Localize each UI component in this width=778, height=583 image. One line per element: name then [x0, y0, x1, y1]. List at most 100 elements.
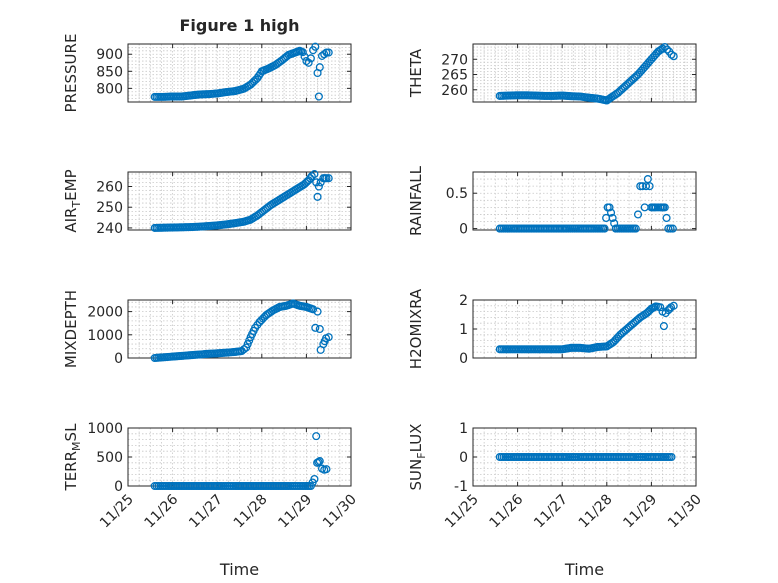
marker-group [150, 170, 333, 232]
y-axis-label: RAINFALL [407, 165, 425, 236]
y-tick-label: 0 [459, 450, 468, 466]
data-point [668, 224, 677, 233]
data-point [306, 174, 315, 183]
subplot-mixdepth: 0 1000 2000 MIXDEPTH [62, 290, 352, 368]
x-axis-label: Time [564, 560, 604, 579]
axes-frame [127, 171, 352, 231]
marker-group [150, 432, 331, 491]
data-point [322, 174, 331, 183]
x-tick-label: 11/27 [531, 492, 571, 532]
data-point [669, 301, 678, 310]
marker-group [495, 175, 677, 233]
x-tick-label: 11/25 [442, 492, 482, 532]
x-tick-label: 11/30 [665, 492, 705, 532]
data-point [313, 192, 322, 201]
x-tick-label: 11/26 [142, 491, 182, 531]
data-point [662, 213, 671, 223]
y-tick-label: 1 [459, 322, 468, 338]
y-axis-label: MIXDEPTH [62, 290, 80, 368]
data-point [631, 224, 640, 233]
y-tick-label: 0 [459, 351, 468, 367]
data-point [636, 182, 645, 191]
y-tick-label: 1000 [87, 421, 123, 437]
y-tick-label: 0 [114, 479, 123, 495]
y-tick-label: 0.5 [446, 186, 468, 202]
x-tick-label: 11/27 [186, 492, 226, 532]
subplot-h2omixra: 0 1 2 H2OMIXRA [407, 288, 697, 369]
data-point [664, 224, 673, 233]
y-tick-label: 850 [96, 64, 123, 80]
data-point [312, 178, 321, 187]
subplot-rainfall: 0 0.5 RAINFALL [407, 165, 697, 238]
data-point [633, 210, 643, 219]
data-point [315, 324, 324, 334]
y-tick-label: 240 [96, 221, 123, 237]
data-point [311, 323, 320, 332]
y-tick-label: 0 [114, 351, 123, 367]
y-axis-label: H2OMIXRA [407, 288, 425, 369]
data-point [322, 48, 331, 57]
x-tick-label: 11/30 [320, 492, 360, 532]
axes-frame [472, 43, 697, 103]
axes-frame [127, 299, 352, 359]
x-tick-label: 11/25 [97, 492, 137, 532]
x-tick-label: 11/29 [620, 492, 660, 532]
x-tick-label: 11/28 [576, 492, 616, 532]
data-point [315, 63, 324, 72]
data-point [306, 54, 315, 63]
data-point [313, 307, 322, 316]
data-point [316, 178, 325, 187]
y-axis-label: PRESSURE [62, 34, 80, 113]
y-tick-label: 260 [96, 180, 123, 196]
y-tick-label: 900 [96, 47, 123, 63]
x-tick-label: 11/29 [275, 492, 315, 532]
x-axis-label: Time [219, 560, 259, 579]
data-point [314, 182, 323, 191]
data-point [645, 182, 654, 191]
data-point [322, 465, 331, 474]
y-tick-label: 265 [441, 68, 468, 84]
data-point [239, 345, 249, 354]
subplot-terr: 0 500 1000 11/25 11/26 11/27 11/28 11/29 11/30 Ti… [62, 421, 360, 579]
data-point [311, 42, 320, 51]
data-point [309, 305, 318, 314]
y-axis-label: THETA [407, 48, 425, 98]
data-point [643, 175, 652, 184]
axes-frame [127, 43, 352, 103]
data-point [310, 474, 319, 484]
y-tick-label: 260 [441, 83, 468, 99]
data-point [669, 52, 678, 61]
data-point [641, 182, 651, 191]
data-point [298, 48, 307, 57]
marker-group [495, 43, 678, 105]
y-axis-label: SUNFLUX [407, 424, 428, 491]
data-point [662, 45, 672, 54]
y-tick-label: 500 [96, 450, 123, 466]
y-tick-label: 250 [96, 200, 123, 216]
data-point [660, 43, 669, 52]
data-point [659, 322, 668, 331]
data-point [312, 432, 321, 441]
data-point [666, 224, 675, 233]
y-axis-label: TERRMSL [62, 423, 83, 492]
data-point [310, 170, 319, 179]
data-point [605, 203, 614, 212]
y-tick-label: 1000 [87, 328, 123, 344]
x-tick-label: 11/26 [487, 491, 527, 531]
chart-title: Figure 1 high [180, 16, 300, 35]
data-point [600, 224, 609, 233]
data-point [606, 208, 616, 217]
x-tick-label: 11/28 [231, 492, 271, 532]
data-point [320, 50, 329, 59]
y-tick-label: -1 [454, 479, 468, 495]
data-point [314, 92, 323, 101]
y-tick-label: 2 [459, 293, 468, 309]
data-point [660, 203, 669, 212]
marker-group [495, 301, 678, 354]
y-axis-label: AIRTEMP [62, 169, 83, 232]
data-point [608, 213, 617, 223]
data-point [324, 48, 333, 57]
data-point [304, 58, 313, 67]
